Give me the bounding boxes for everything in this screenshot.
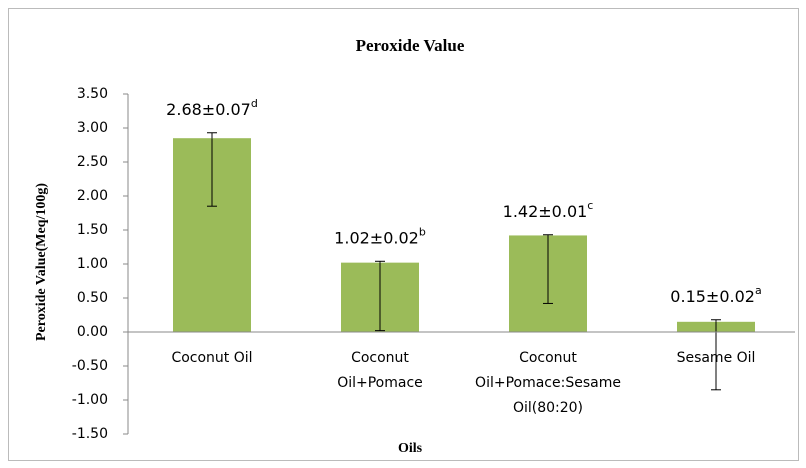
x-tick-label: Oil(80:20) (513, 400, 583, 416)
chart-border (8, 8, 799, 461)
y-tick-label: 2.50 (77, 154, 108, 170)
data-label-text: 1.42±0.01 (503, 201, 588, 220)
y-tick-label: 3.00 (77, 120, 108, 136)
y-tick-label: 0.00 (77, 324, 108, 340)
chart-title: Peroxide Value (356, 36, 465, 55)
y-tick-label: 1.00 (77, 256, 108, 272)
x-tick-label: Oil+Pomace:Sesame (475, 375, 621, 391)
y-axis-label: Peroxide Value(Meq/100g) (34, 183, 49, 341)
x-tick-label: Oil+Pomace (337, 375, 423, 391)
data-label-sup: b (419, 225, 426, 238)
data-label-text: 1.02±0.02 (334, 228, 419, 247)
y-tick-label: -1.00 (72, 392, 108, 408)
y-tick-label: 0.50 (77, 290, 108, 306)
y-tick-label: 1.50 (77, 222, 108, 238)
x-tick-label: Coconut Oil (171, 350, 252, 366)
y-tick-label: 3.50 (77, 86, 108, 102)
x-tick-label: Coconut (519, 350, 577, 366)
data-label-sup: a (755, 284, 762, 297)
data-label: 1.42±0.01c (503, 199, 594, 221)
y-tick-label: -0.50 (72, 358, 108, 374)
x-tick-label: Sesame Oil (677, 350, 756, 366)
data-label-text: 0.15±0.02 (670, 286, 755, 305)
x-axis-label: Oils (398, 441, 423, 456)
data-label-text: 2.68±0.07 (166, 99, 251, 118)
y-tick-label: -1.50 (72, 426, 108, 442)
data-label: 2.68±0.07d (166, 97, 258, 119)
data-label: 1.02±0.02b (334, 225, 426, 247)
x-tick-label: Coconut (351, 350, 409, 366)
data-label-sup: c (587, 199, 593, 212)
y-tick-label: 2.00 (77, 188, 108, 204)
data-label: 0.15±0.02a (670, 284, 761, 306)
data-label-sup: d (251, 97, 258, 110)
